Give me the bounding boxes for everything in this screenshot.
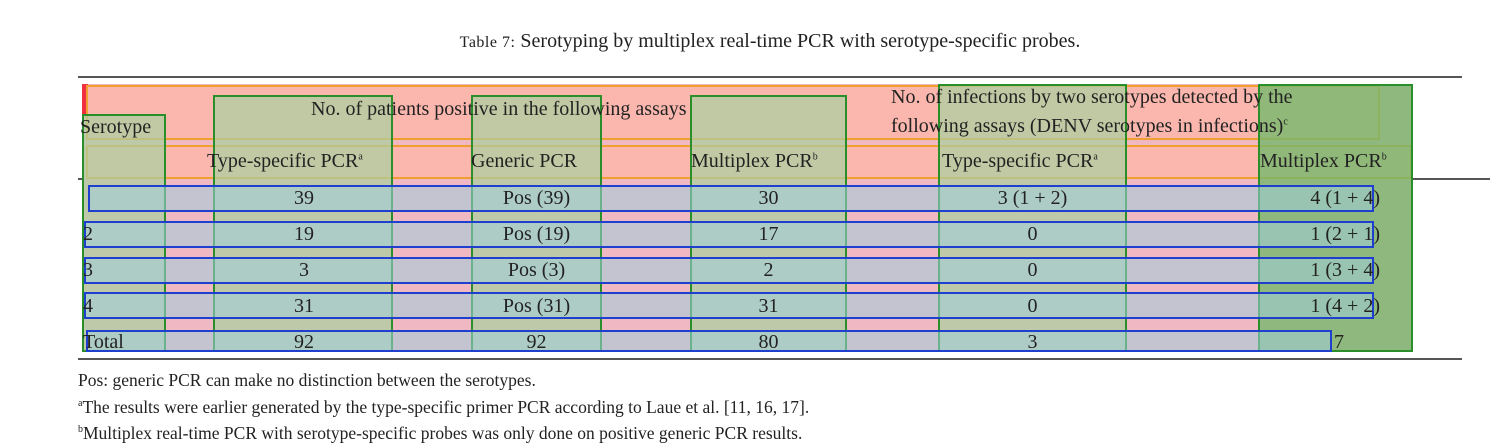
cell-type-specific: 92 [294,331,314,353]
cell-generic: Pos (3) [507,259,566,281]
header-col-inf-type-specific: Type-specific PCRa [942,149,1098,173]
footnote-mark-a-2: a [1093,151,1098,163]
cell-type-specific: 19 [294,223,314,245]
cell-serotype: 3 [83,259,93,281]
header-col-multiplex-text: Multiplex PCR [691,150,813,172]
cell-inf-type-specific: 3 [1027,331,1038,353]
footnote-b: bMultiplex real-time PCR with serotype-s… [78,422,802,444]
cell-generic: Pos (31) [502,295,571,317]
header-col-inf-multiplex-text: Multiplex PCR [1260,150,1382,172]
header-rule [78,178,1490,180]
table-caption: Table 7: Serotyping by multiplex real-ti… [0,30,1500,53]
header-col-generic: Generic PCR [471,150,578,172]
cell-serotype: Total [83,331,124,353]
cell-serotype: 4 [83,295,93,317]
cell-type-specific: 31 [294,295,314,317]
header-group-patients: No. of patients positive in the followin… [311,98,687,120]
cell-serotype: 2 [83,223,93,245]
footnote-mark-b-2: b [1381,151,1387,163]
column-overlay-serotype [82,114,166,352]
header-col-inf-multiplex: Multiplex PCRb [1260,149,1387,173]
cell-inf-type-specific: 0 [1027,259,1038,281]
cell-inf-multiplex: 7 [1334,331,1344,353]
cell-generic: Pos (19) [502,223,571,245]
cell-inf-multiplex: 1 (4 + 2) [1310,295,1380,317]
footnote-mark-c: c [1283,116,1288,128]
cell-multiplex: 2 [763,259,774,281]
footnote-b-mark: b [78,424,83,436]
footnote-pos: Pos: generic PCR can make no distinction… [78,370,536,390]
cell-generic: Pos (39) [502,187,571,209]
cell-multiplex: 30 [758,187,779,209]
header-col-inf-type-specific-text: Type-specific PCR [942,150,1094,172]
cell-generic: 92 [526,331,547,353]
cell-type-specific: 39 [294,187,314,209]
table-caption-text: Serotyping by multiplex real-time PCR wi… [520,30,1081,52]
header-col-type-specific-text: Type-specific PCR [207,150,359,172]
cell-multiplex: 31 [758,295,779,317]
header-col-type-specific: Type-specific PCRa [207,149,363,173]
cell-inf-type-specific: 0 [1027,295,1038,317]
header-group-infections-line2: following assays (DENV serotypes in infe… [891,114,1288,138]
cell-type-specific: 3 [299,259,309,281]
cell-inf-multiplex: 4 (1 + 4) [1310,187,1380,209]
footnote-mark-b: b [812,151,818,163]
cell-inf-multiplex: 1 (3 + 4) [1310,259,1380,281]
cell-multiplex: 17 [758,223,779,245]
footnote-a-text: The results were earlier generated by th… [82,397,810,417]
header-group-infections-line1: No. of infections by two serotypes detec… [891,86,1293,108]
footnote-b-text: Multiplex real-time PCR with serotype-sp… [83,423,803,443]
cell-inf-type-specific: 0 [1027,223,1038,245]
bottom-rule [78,358,1462,360]
table-caption-label: Table 7: [459,34,516,51]
corner-marker-overlay [82,84,88,114]
header-group-infections-line2-text: following assays (DENV serotypes in infe… [891,115,1284,137]
header-col-multiplex: Multiplex PCRb [691,149,818,173]
header-serotype: Serotype [80,116,152,138]
cell-inf-multiplex: 1 (2 + 1) [1310,223,1380,245]
cell-multiplex: 80 [758,331,779,353]
top-rule [78,76,1462,78]
footnote-mark-a: a [358,151,363,163]
footnote-a: aThe results were earlier generated by t… [78,396,809,418]
cell-inf-type-specific: 3 (1 + 2) [997,187,1068,209]
footnote-a-mark: a [78,398,83,410]
